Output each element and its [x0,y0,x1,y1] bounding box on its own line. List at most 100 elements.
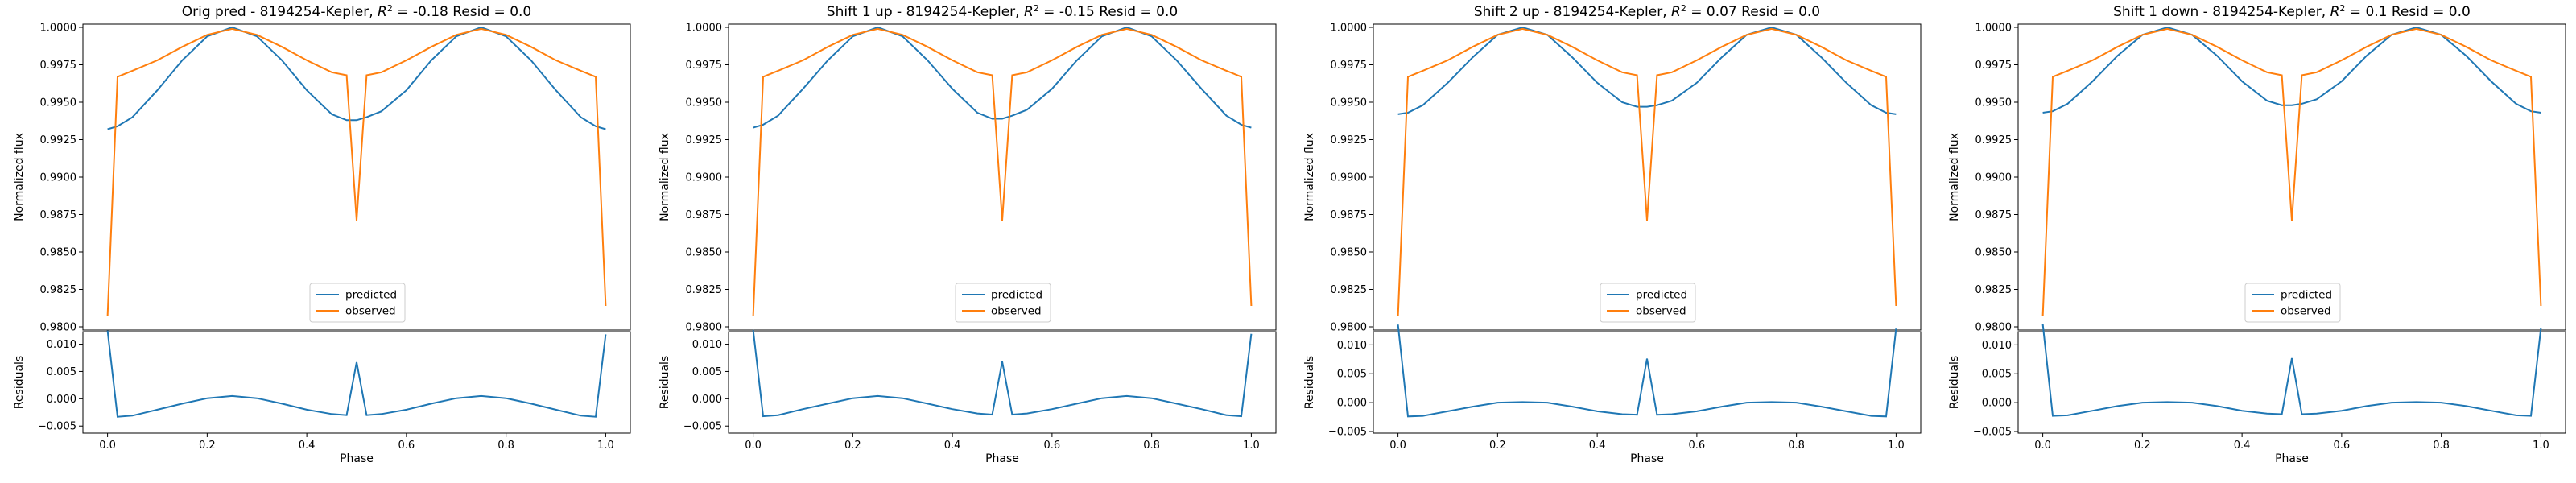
residual-axes-frame [728,331,1277,434]
series-predicted-line [753,26,1252,129]
y-tick-label: 0.9825 [1975,284,2013,296]
chart-panel-2: Shift 1 up - 8194254-Kepler, R2 = -0.15 … [658,3,1277,465]
residual-tick-label: 0.000 [47,394,76,406]
y-tick-label: 0.9850 [1975,247,2013,259]
legend-label-predicted: predicted [1636,289,1687,302]
residual-axis-label: Residuals [658,356,671,409]
x-tick-label: 0.6 [398,440,415,452]
y-tick-label: 0.9875 [1975,209,2013,221]
y-axis-label: Normalized flux [1948,133,1961,221]
legend-label-predicted: predicted [345,289,397,302]
y-tick-label: 0.9925 [686,134,723,147]
x-axis-label: Phase [2275,452,2309,465]
residual-tick-label: 0.010 [47,339,76,351]
series-observed-line [2041,27,2542,317]
residual-tick-label: 0.005 [47,366,76,378]
y-axis-label: Normalized flux [1303,133,1316,221]
x-tick-label: 0.8 [497,440,514,452]
y-tick-label: 0.9800 [1331,322,1368,334]
series-predicted-line [2042,26,2541,114]
legend-label-observed: observed [345,305,396,318]
y-tick-label: 0.9950 [1975,97,2013,109]
series-residuals-line [1397,324,1897,418]
legend-label-predicted: predicted [2281,289,2332,302]
x-tick-label: 0.6 [2334,440,2351,452]
chart-title: Shift 2 up - 8194254-Kepler, R2 = 0.07 R… [1474,3,1820,21]
residual-tick-label: 0.010 [692,339,722,351]
residual-tick-label: 0.000 [1337,398,1367,410]
y-tick-label: 0.9850 [1331,247,1368,259]
y-tick-label: 0.9875 [686,209,723,221]
y-tick-label: 0.9925 [1975,134,2013,147]
y-tick-label: 0.9950 [1331,97,1368,109]
residual-tick-label: −0.005 [683,421,722,433]
y-tick-label: 0.9850 [686,247,723,259]
y-axis-label: Normalized flux [658,133,671,221]
chart-title: Shift 1 down - 8194254-Kepler, R2 = 0.1 … [2113,3,2471,21]
x-tick-label: 0.4 [944,440,961,452]
legend-label-observed: observed [2281,305,2331,318]
series-predicted-line [107,26,606,130]
residual-axis-label: Residuals [13,356,26,409]
legend-label-observed: observed [991,305,1042,318]
y-tick-label: 0.9900 [1331,172,1368,184]
series-observed-line [752,27,1253,317]
y-tick-label: 0.9850 [40,247,77,259]
x-axis-label: Phase [1630,452,1664,465]
x-tick-label: 0.2 [199,440,216,452]
residual-tick-label: 0.010 [1982,340,2012,352]
series-residuals-line [752,329,1253,418]
residual-tick-label: −0.005 [1328,427,1367,439]
y-tick-label: 1.0000 [1331,23,1368,35]
y-tick-label: 0.9925 [40,134,77,147]
x-tick-label: 0.6 [1044,440,1061,452]
x-tick-label: 0.8 [2433,440,2450,452]
series-residuals-line [106,330,607,418]
x-tick-label: 1.0 [1243,440,1260,452]
chart-title: Orig pred - 8194254-Kepler, R2 = -0.18 R… [182,3,532,21]
legend-box [309,283,406,323]
y-tick-label: 0.9975 [40,60,77,72]
legend-label-observed: observed [1636,305,1686,318]
y-tick-label: 1.0000 [1975,23,2013,35]
y-tick-label: 0.9900 [1975,172,2013,184]
x-axis-label: Phase [340,452,374,465]
x-tick-label: 0.8 [1788,440,1805,452]
residual-tick-label: 0.000 [1982,398,2012,410]
chart-panel-1: Orig pred - 8194254-Kepler, R2 = -0.18 R… [13,3,631,465]
x-tick-label: 1.0 [2533,440,2549,452]
residual-tick-label: 0.005 [692,366,722,378]
x-tick-label: 1.0 [1888,440,1905,452]
x-tick-label: 0.8 [1143,440,1160,452]
y-tick-label: 0.9950 [40,97,77,109]
residual-tick-label: 0.010 [1337,340,1367,352]
y-tick-label: 0.9900 [686,172,723,184]
residual-axes-frame [82,331,631,434]
series-predicted-line [1397,26,1897,115]
residual-tick-label: 0.000 [692,394,722,406]
y-axis-label: Normalized flux [13,133,26,221]
residual-tick-label: 0.005 [1337,369,1367,381]
residual-tick-label: −0.005 [38,421,76,433]
y-tick-label: 1.0000 [686,23,723,35]
x-tick-label: 1.0 [597,440,614,452]
residual-axes-frame [2017,331,2566,434]
x-tick-label: 0.4 [2234,440,2251,452]
x-tick-label: 0.2 [844,440,861,452]
legend-box [2244,283,2341,323]
residual-axis-label: Residuals [1948,356,1961,409]
y-tick-label: 0.9825 [686,284,723,296]
y-tick-label: 0.9975 [1331,60,1368,72]
chart-panel-4: Shift 1 down - 8194254-Kepler, R2 = 0.1 … [1948,3,2566,465]
chart-title: Shift 1 up - 8194254-Kepler, R2 = -0.15 … [827,3,1178,21]
legend-box [1600,283,1696,323]
y-tick-label: 0.9875 [40,209,77,221]
y-tick-label: 0.9925 [1331,134,1368,147]
residual-tick-label: 0.005 [1982,369,2012,381]
x-tick-label: 0.0 [2034,440,2051,452]
chart-panel-3: Shift 2 up - 8194254-Kepler, R2 = 0.07 R… [1303,3,1922,465]
x-tick-label: 0.4 [299,440,316,452]
residual-axis-label: Residuals [1303,356,1316,409]
residual-tick-label: −0.005 [1973,427,2012,439]
